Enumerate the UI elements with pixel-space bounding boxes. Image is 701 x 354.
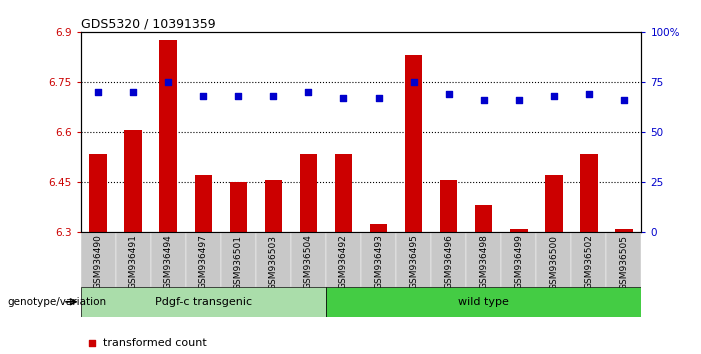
Text: GSM936496: GSM936496 — [444, 235, 453, 290]
Point — [373, 95, 384, 101]
Point — [478, 97, 489, 103]
Text: GSM936502: GSM936502 — [585, 235, 593, 290]
Text: GSM936494: GSM936494 — [164, 235, 172, 289]
Point — [338, 95, 349, 101]
Bar — [606, 232, 641, 287]
Bar — [151, 232, 186, 287]
Text: GSM936490: GSM936490 — [94, 235, 102, 290]
Point — [408, 79, 419, 85]
Bar — [326, 287, 641, 317]
Bar — [195, 175, 212, 232]
Bar — [81, 232, 116, 287]
Point — [128, 89, 139, 95]
Bar — [536, 232, 571, 287]
Bar — [440, 180, 458, 232]
Point — [233, 93, 244, 99]
Bar — [186, 232, 221, 287]
Bar — [81, 287, 326, 317]
Text: GSM936493: GSM936493 — [374, 235, 383, 290]
Point — [198, 93, 209, 99]
Text: GSM936500: GSM936500 — [550, 235, 558, 290]
Point — [583, 91, 594, 97]
Bar — [545, 175, 562, 232]
Bar — [466, 232, 501, 287]
Text: GSM936495: GSM936495 — [409, 235, 418, 290]
Point — [86, 341, 97, 346]
Point — [513, 97, 524, 103]
Bar — [265, 180, 283, 232]
Bar — [230, 182, 247, 232]
Bar — [326, 232, 361, 287]
Text: GSM936491: GSM936491 — [129, 235, 137, 290]
Text: GSM936499: GSM936499 — [515, 235, 523, 290]
Bar — [501, 232, 536, 287]
Point — [303, 89, 314, 95]
Point — [618, 97, 629, 103]
Bar — [116, 232, 151, 287]
Text: transformed count: transformed count — [103, 338, 207, 348]
Bar — [291, 232, 326, 287]
Bar — [405, 55, 423, 232]
Text: Pdgf-c transgenic: Pdgf-c transgenic — [155, 297, 252, 307]
Bar — [125, 130, 142, 232]
Text: GSM936492: GSM936492 — [339, 235, 348, 289]
Bar — [370, 223, 387, 232]
Point — [548, 93, 559, 99]
Bar — [396, 232, 431, 287]
Bar — [361, 232, 396, 287]
Bar — [580, 154, 598, 232]
Text: GSM936503: GSM936503 — [269, 235, 278, 290]
Text: GSM936505: GSM936505 — [620, 235, 628, 290]
Bar — [256, 232, 291, 287]
Text: GSM936501: GSM936501 — [234, 235, 243, 290]
Bar — [475, 205, 492, 232]
Text: GDS5320 / 10391359: GDS5320 / 10391359 — [81, 18, 215, 31]
Text: genotype/variation: genotype/variation — [7, 297, 106, 307]
Bar — [90, 154, 107, 232]
Bar — [221, 232, 256, 287]
Bar — [431, 232, 466, 287]
Bar — [160, 40, 177, 232]
Text: wild type: wild type — [458, 297, 509, 307]
Point — [163, 79, 174, 85]
Bar — [335, 154, 353, 232]
Point — [443, 91, 454, 97]
Point — [268, 93, 279, 99]
Bar — [571, 232, 606, 287]
Bar — [615, 229, 633, 232]
Text: GSM936498: GSM936498 — [479, 235, 488, 290]
Bar — [300, 154, 317, 232]
Text: GSM936504: GSM936504 — [304, 235, 313, 290]
Point — [93, 89, 104, 95]
Text: GSM936497: GSM936497 — [199, 235, 207, 290]
Bar — [510, 229, 528, 232]
